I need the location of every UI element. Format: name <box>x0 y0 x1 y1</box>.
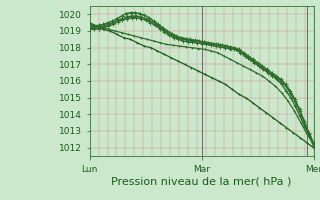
X-axis label: Pression niveau de la mer( hPa ): Pression niveau de la mer( hPa ) <box>111 177 292 187</box>
